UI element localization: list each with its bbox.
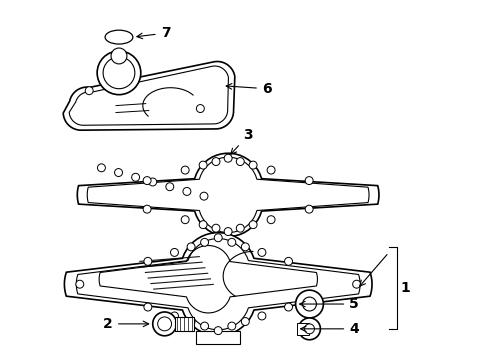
Circle shape [143, 205, 151, 213]
Circle shape [248, 221, 257, 229]
Circle shape [187, 318, 195, 325]
Circle shape [170, 248, 178, 256]
Circle shape [212, 158, 220, 166]
Circle shape [196, 105, 204, 113]
Circle shape [181, 166, 189, 174]
Circle shape [199, 221, 207, 229]
Circle shape [302, 297, 316, 311]
Circle shape [97, 51, 141, 95]
Circle shape [114, 168, 122, 176]
Circle shape [183, 188, 190, 195]
Circle shape [143, 257, 152, 265]
Circle shape [187, 243, 195, 251]
Circle shape [199, 161, 207, 169]
Circle shape [165, 183, 173, 191]
Circle shape [157, 317, 171, 331]
Circle shape [258, 312, 265, 320]
Circle shape [241, 243, 249, 251]
Circle shape [131, 173, 139, 181]
Circle shape [295, 290, 323, 318]
Text: 3: 3 [230, 128, 252, 154]
Circle shape [143, 303, 152, 311]
Circle shape [236, 158, 244, 166]
Text: 5: 5 [299, 297, 358, 311]
Circle shape [97, 164, 105, 172]
Text: 4: 4 [300, 322, 358, 336]
Circle shape [304, 324, 314, 334]
Circle shape [305, 205, 312, 213]
Circle shape [103, 57, 135, 89]
Circle shape [266, 166, 274, 174]
Polygon shape [87, 157, 368, 233]
Circle shape [236, 224, 244, 232]
FancyBboxPatch shape [296, 323, 308, 335]
Text: 2: 2 [103, 317, 148, 331]
Polygon shape [64, 233, 371, 336]
Circle shape [85, 87, 93, 95]
Circle shape [111, 48, 127, 64]
Circle shape [170, 312, 178, 320]
Circle shape [227, 238, 235, 246]
FancyBboxPatch shape [174, 317, 194, 331]
Circle shape [248, 161, 257, 169]
Circle shape [214, 327, 222, 334]
Circle shape [200, 238, 208, 246]
Circle shape [266, 216, 274, 224]
Circle shape [212, 224, 220, 232]
Circle shape [214, 234, 222, 242]
Text: 6: 6 [226, 82, 271, 96]
Circle shape [181, 216, 189, 224]
Circle shape [148, 178, 156, 186]
Circle shape [258, 248, 265, 256]
Circle shape [200, 322, 208, 330]
Circle shape [152, 312, 176, 336]
Polygon shape [196, 331, 240, 344]
Circle shape [305, 177, 312, 185]
Circle shape [143, 177, 151, 185]
Circle shape [76, 280, 83, 288]
Ellipse shape [105, 30, 133, 44]
Circle shape [352, 280, 360, 288]
Circle shape [227, 322, 235, 330]
Polygon shape [77, 153, 378, 237]
Circle shape [224, 228, 232, 235]
Circle shape [298, 318, 320, 340]
Text: 1: 1 [400, 281, 410, 295]
Circle shape [284, 257, 292, 265]
Circle shape [200, 192, 207, 200]
Circle shape [284, 303, 292, 311]
Polygon shape [63, 62, 234, 130]
Text: 7: 7 [137, 26, 170, 40]
Circle shape [241, 318, 249, 325]
Circle shape [224, 154, 232, 162]
